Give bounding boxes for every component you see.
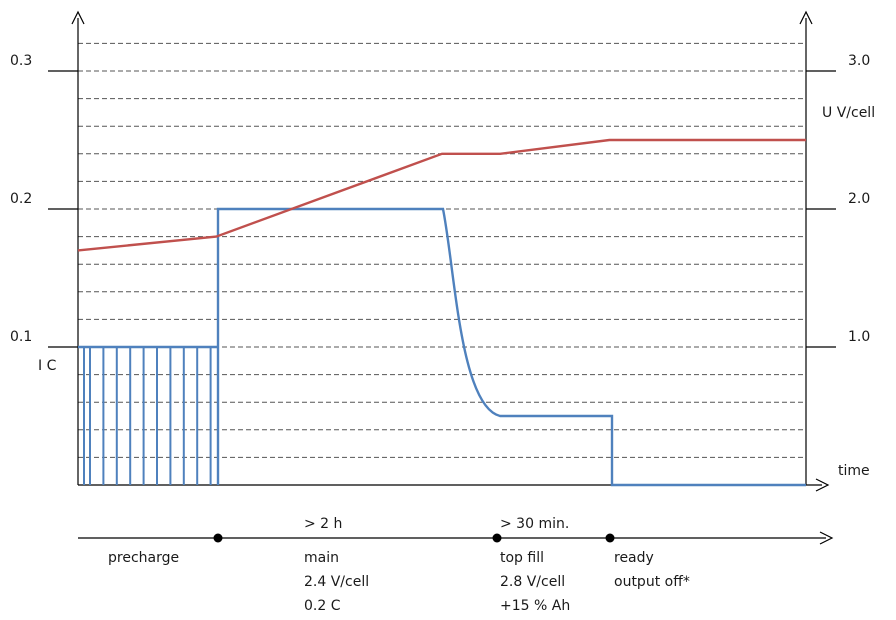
phase-topfill-label: top fill (500, 550, 544, 566)
right-axis-arrow (799, 10, 813, 25)
phase-main-label: main (304, 550, 339, 566)
right-tick-label: 1.0 (848, 329, 870, 345)
phase-marker (492, 533, 502, 543)
phase-topfill-duration: > 30 min. (500, 516, 569, 532)
right-axis-label: U V/cell (822, 105, 875, 121)
phase-marker (213, 533, 223, 543)
phase-ready-detail: output off* (614, 574, 690, 590)
left-tick-label: 0.1 (10, 329, 32, 345)
phase-topfill-charge: +15 % Ah (500, 598, 570, 614)
left-axis-arrow (71, 10, 85, 25)
right-tick-label: 3.0 (848, 53, 870, 69)
phase-precharge-label: precharge (108, 550, 179, 566)
right-tick-label: 2.0 (848, 191, 870, 207)
left-tick-label: 0.2 (10, 191, 32, 207)
current-curve (78, 207, 806, 487)
phase-topfill-voltage: 2.8 V/cell (500, 574, 565, 590)
current-main-line (216, 207, 806, 487)
phase-ready-label: ready (614, 550, 654, 566)
phase-main-current: 0.2 C (304, 598, 341, 614)
tick-labels: 0.1 0.2 0.3 1.0 2.0 3.0 (10, 53, 870, 345)
left-axis-label: I C (38, 358, 57, 374)
phase-main-voltage: 2.4 V/cell (304, 574, 369, 590)
x-axis-arrow (815, 478, 830, 492)
axis-ticks (48, 70, 836, 348)
timeline-arrow (819, 531, 834, 545)
left-tick-label: 0.3 (10, 53, 32, 69)
x-axis-label: time (838, 463, 870, 479)
grid-lines (78, 42, 806, 458)
phase-marker (605, 533, 615, 543)
voltage-curve (77, 138, 806, 252)
phase-main-duration: > 2 h (304, 516, 342, 532)
